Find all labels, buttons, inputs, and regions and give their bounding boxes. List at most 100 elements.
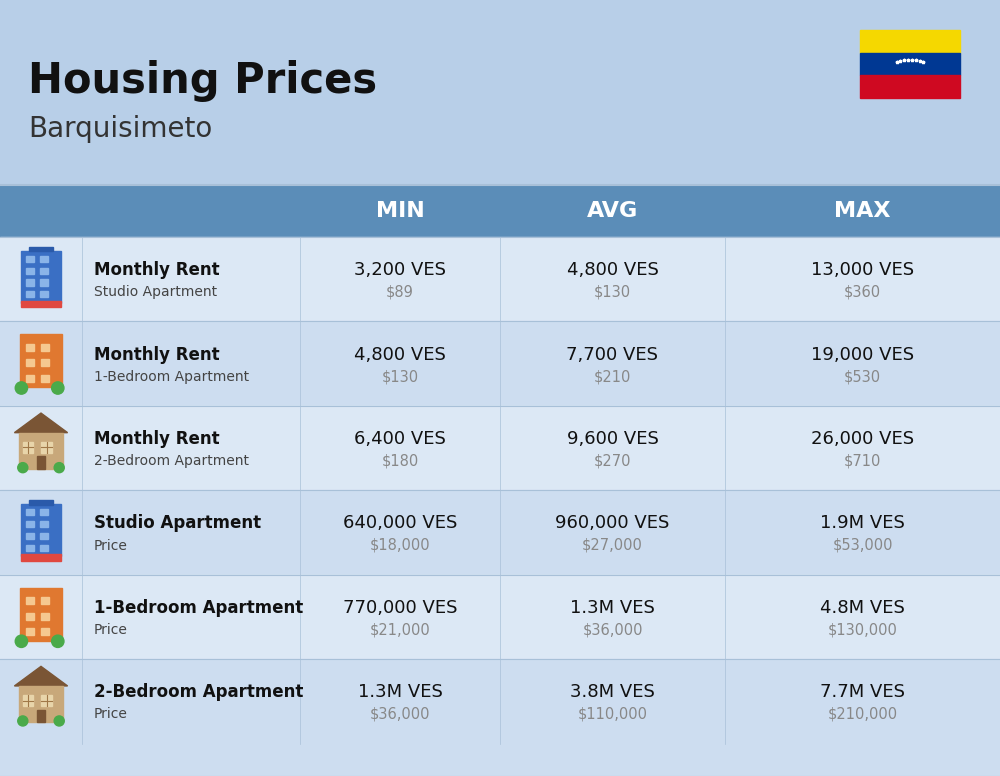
- Polygon shape: [14, 413, 68, 433]
- Bar: [26, 521, 34, 527]
- Text: Studio Apartment: Studio Apartment: [94, 286, 217, 300]
- Text: 640,000 VES: 640,000 VES: [343, 514, 457, 532]
- Bar: [19, 433, 63, 469]
- Circle shape: [52, 635, 64, 647]
- Bar: [26, 344, 34, 351]
- Text: $53,000: $53,000: [832, 538, 893, 553]
- Text: $530: $530: [844, 369, 881, 384]
- Bar: [40, 291, 48, 297]
- Bar: [40, 279, 48, 286]
- Text: $130: $130: [381, 369, 419, 384]
- Bar: [860, 53, 960, 75]
- Text: 13,000 VES: 13,000 VES: [811, 262, 914, 279]
- Bar: [26, 256, 34, 262]
- Text: 2-Bedroom Apartment: 2-Bedroom Apartment: [94, 684, 303, 702]
- Bar: [860, 75, 960, 98]
- Text: 7,700 VES: 7,700 VES: [566, 345, 658, 364]
- Text: $27,000: $27,000: [582, 538, 643, 553]
- Text: Price: Price: [94, 539, 128, 553]
- Bar: [26, 533, 34, 539]
- Text: 1-Bedroom Apartment: 1-Bedroom Apartment: [94, 599, 303, 617]
- Bar: [860, 30, 960, 53]
- Text: Monthly Rent: Monthly Rent: [94, 262, 220, 279]
- Bar: [29, 247, 53, 251]
- Bar: [0, 0, 1000, 185]
- Text: 3.8M VES: 3.8M VES: [570, 684, 655, 702]
- Text: 1.9M VES: 1.9M VES: [820, 514, 905, 532]
- Text: 4,800 VES: 4,800 VES: [354, 345, 446, 364]
- Text: $89: $89: [386, 285, 414, 300]
- Text: Monthly Rent: Monthly Rent: [94, 345, 220, 364]
- Bar: [0, 185, 1000, 776]
- Text: $710: $710: [844, 453, 881, 469]
- Bar: [0, 237, 1000, 321]
- Bar: [26, 291, 34, 297]
- Bar: [41, 344, 49, 351]
- Circle shape: [18, 716, 28, 726]
- Bar: [40, 268, 48, 274]
- Bar: [26, 268, 34, 274]
- Text: 26,000 VES: 26,000 VES: [811, 430, 914, 448]
- Bar: [41, 359, 49, 366]
- Text: 7.7M VES: 7.7M VES: [820, 684, 905, 702]
- Text: MIN: MIN: [376, 201, 424, 221]
- Text: $360: $360: [844, 285, 881, 300]
- Text: AVG: AVG: [587, 201, 638, 221]
- Text: $210,000: $210,000: [827, 707, 898, 722]
- Text: $36,000: $36,000: [582, 622, 643, 637]
- Text: 960,000 VES: 960,000 VES: [555, 514, 670, 532]
- Circle shape: [52, 382, 64, 394]
- Bar: [20, 334, 62, 387]
- Text: 3,200 VES: 3,200 VES: [354, 262, 446, 279]
- Circle shape: [54, 716, 64, 726]
- Bar: [21, 301, 61, 307]
- Text: $180: $180: [381, 453, 419, 469]
- Bar: [0, 575, 1000, 659]
- Text: 770,000 VES: 770,000 VES: [343, 599, 457, 617]
- Text: Studio Apartment: Studio Apartment: [94, 514, 261, 532]
- Bar: [21, 554, 61, 560]
- Polygon shape: [14, 667, 68, 686]
- Bar: [0, 321, 1000, 406]
- Text: $36,000: $36,000: [370, 707, 430, 722]
- Text: 19,000 VES: 19,000 VES: [811, 345, 914, 364]
- Text: 4,800 VES: 4,800 VES: [567, 262, 658, 279]
- Bar: [26, 279, 34, 286]
- Circle shape: [54, 462, 64, 473]
- Bar: [26, 613, 34, 620]
- Bar: [26, 359, 34, 366]
- Bar: [26, 545, 34, 551]
- Text: 9,600 VES: 9,600 VES: [567, 430, 658, 448]
- Bar: [0, 490, 1000, 575]
- Text: 1.3M VES: 1.3M VES: [570, 599, 655, 617]
- Circle shape: [18, 462, 28, 473]
- Text: 4.8M VES: 4.8M VES: [820, 599, 905, 617]
- Bar: [20, 587, 62, 641]
- Bar: [23, 695, 33, 706]
- Bar: [40, 256, 48, 262]
- Bar: [41, 442, 52, 452]
- Text: Monthly Rent: Monthly Rent: [94, 430, 220, 448]
- Text: 1-Bedroom Apartment: 1-Bedroom Apartment: [94, 369, 249, 383]
- Text: MAX: MAX: [834, 201, 891, 221]
- Bar: [40, 533, 48, 539]
- Text: $270: $270: [594, 453, 631, 469]
- Bar: [23, 442, 33, 452]
- Bar: [26, 628, 34, 635]
- Bar: [0, 185, 1000, 237]
- Bar: [26, 375, 34, 382]
- Bar: [41, 613, 49, 620]
- Bar: [21, 251, 61, 303]
- Bar: [41, 375, 49, 382]
- Text: 2-Bedroom Apartment: 2-Bedroom Apartment: [94, 454, 249, 468]
- Text: $21,000: $21,000: [370, 622, 430, 637]
- Bar: [0, 406, 1000, 490]
- Bar: [37, 710, 45, 722]
- Bar: [40, 509, 48, 515]
- Text: $110,000: $110,000: [578, 707, 648, 722]
- Text: Price: Price: [94, 623, 128, 637]
- Bar: [37, 456, 45, 469]
- Bar: [29, 501, 53, 504]
- Bar: [41, 598, 49, 605]
- Text: $130: $130: [594, 285, 631, 300]
